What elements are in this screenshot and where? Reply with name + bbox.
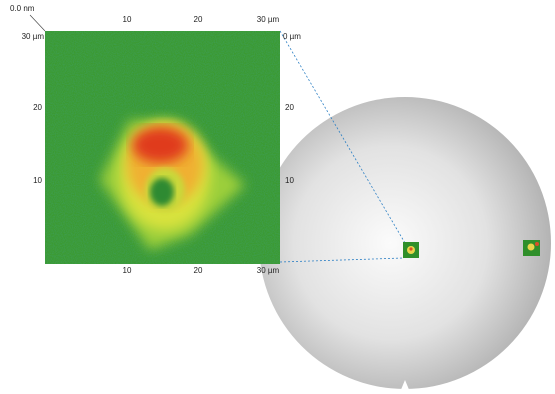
connector-line xyxy=(279,30,406,244)
die-marker xyxy=(523,240,540,256)
axis-label: 10 xyxy=(285,176,294,185)
axis-label: 20 xyxy=(33,103,42,112)
axis-label: 10 xyxy=(123,266,132,275)
axis-label: 20 xyxy=(194,266,203,275)
scale-leader xyxy=(29,14,46,32)
afm-image xyxy=(45,31,280,264)
axis-label: 30 µm xyxy=(257,15,280,24)
axis-label: 30 µm xyxy=(257,266,280,275)
axis-label: 30 µm xyxy=(22,32,45,41)
axis-label: 20 xyxy=(285,103,294,112)
wafer-notch xyxy=(400,380,410,392)
axis-label: 10 xyxy=(33,176,42,185)
axis-label: 10 xyxy=(123,15,132,24)
die-marker xyxy=(403,242,419,258)
axis-label: 20 xyxy=(194,15,203,24)
axis-label: 0 µm xyxy=(283,32,301,41)
connector-line xyxy=(279,257,405,263)
scale-label: 0.0 nm xyxy=(10,4,35,13)
